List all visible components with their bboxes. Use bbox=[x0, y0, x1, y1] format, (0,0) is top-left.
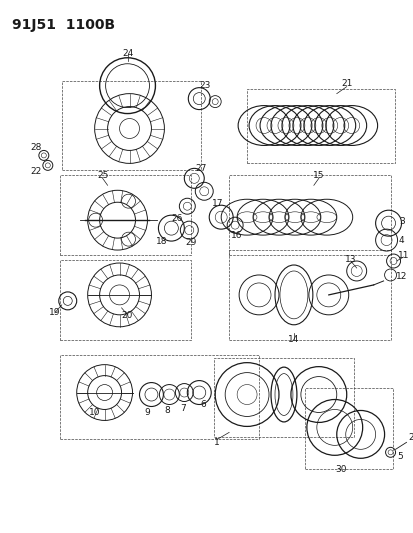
Bar bbox=[59, 260, 191, 340]
Text: 12: 12 bbox=[395, 272, 406, 281]
Bar bbox=[62, 80, 201, 171]
Text: 18: 18 bbox=[155, 237, 167, 246]
Bar bbox=[59, 354, 259, 439]
Text: 4: 4 bbox=[398, 236, 404, 245]
Text: 2: 2 bbox=[408, 433, 413, 442]
Text: 24: 24 bbox=[121, 49, 133, 58]
Bar bbox=[304, 387, 392, 469]
Text: 3: 3 bbox=[399, 217, 404, 225]
Text: 14: 14 bbox=[287, 335, 299, 344]
Text: 28: 28 bbox=[30, 143, 41, 152]
Text: 7: 7 bbox=[180, 404, 186, 413]
Bar bbox=[214, 358, 353, 438]
Text: 26: 26 bbox=[171, 214, 183, 223]
Text: 29: 29 bbox=[185, 238, 197, 247]
Text: 9: 9 bbox=[144, 408, 150, 417]
Text: 15: 15 bbox=[312, 171, 324, 180]
Text: 20: 20 bbox=[121, 311, 133, 320]
Text: 5: 5 bbox=[397, 452, 402, 461]
Bar bbox=[229, 250, 389, 340]
Text: 10: 10 bbox=[89, 408, 100, 417]
Text: 27: 27 bbox=[195, 164, 206, 173]
Bar bbox=[229, 175, 389, 255]
Text: 17: 17 bbox=[211, 199, 223, 208]
Bar bbox=[59, 175, 191, 255]
Text: 8: 8 bbox=[164, 406, 170, 415]
Text: 16: 16 bbox=[231, 231, 242, 240]
Bar bbox=[247, 88, 394, 164]
Text: 23: 23 bbox=[199, 81, 211, 90]
Text: 19: 19 bbox=[49, 308, 60, 317]
Text: 13: 13 bbox=[344, 255, 356, 263]
Text: 91J51  1100B: 91J51 1100B bbox=[12, 18, 115, 32]
Text: 1: 1 bbox=[214, 438, 220, 447]
Text: 11: 11 bbox=[397, 251, 408, 260]
Text: 25: 25 bbox=[97, 171, 108, 180]
Text: 22: 22 bbox=[30, 167, 41, 176]
Text: 21: 21 bbox=[340, 79, 351, 88]
Text: 30: 30 bbox=[334, 465, 346, 474]
Text: 6: 6 bbox=[200, 400, 206, 409]
